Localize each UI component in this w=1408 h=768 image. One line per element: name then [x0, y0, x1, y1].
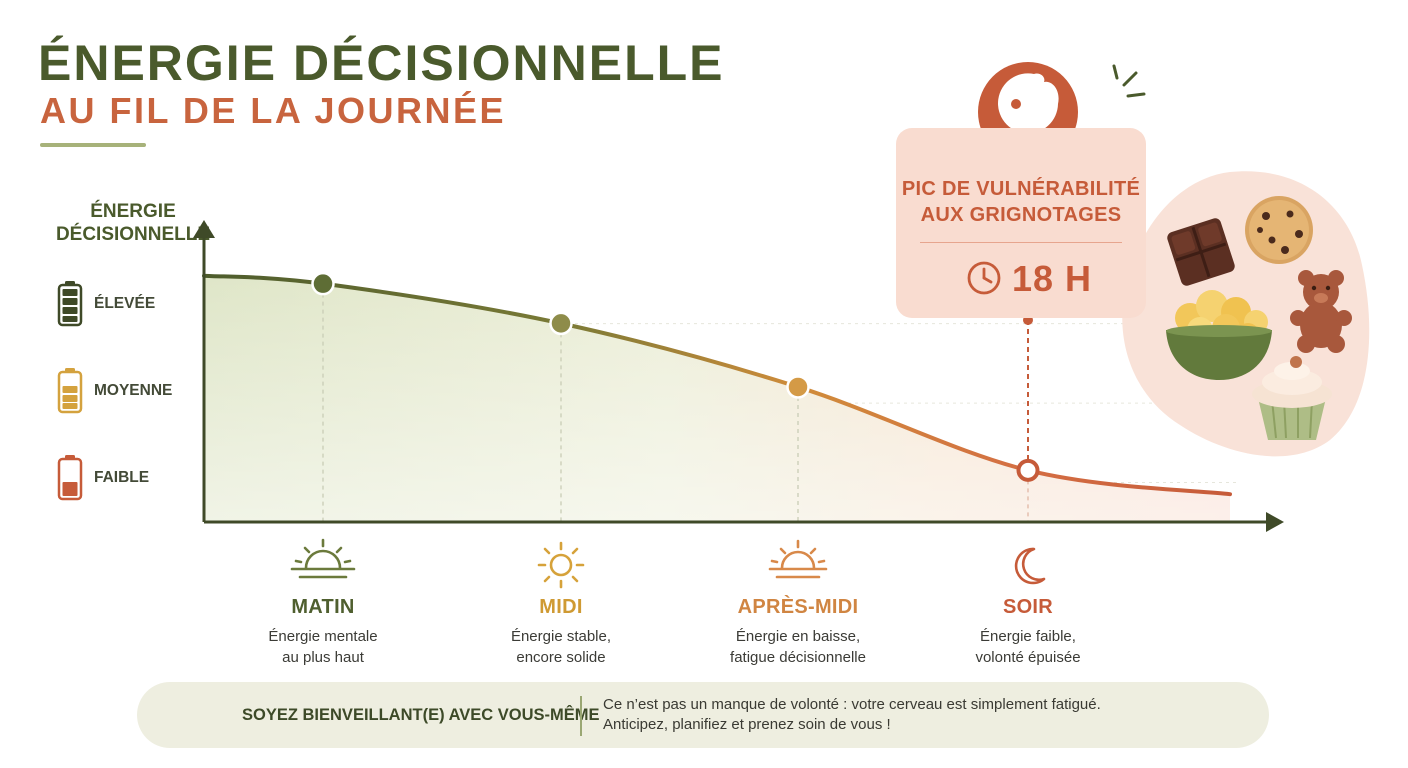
data-point-midi: [549, 311, 573, 336]
footer-title: SOYEZ BIENVEILLANT(E) AVEC VOUS-MÊME: [242, 706, 600, 724]
period-name: SOIR: [1002, 596, 1054, 618]
data-point-soir: [1016, 458, 1040, 482]
period-description: Énergie stable, encore solide: [451, 626, 671, 668]
x-axis: [204, 512, 1284, 532]
period-soir: SOIR Énergie faible, volonté épuisée: [918, 596, 1138, 668]
y-axis-title-line1: ÉNERGIE: [90, 201, 176, 222]
period-description: Énergie en baisse, fatigue décisionnelle: [688, 626, 908, 668]
footer-separator: [580, 696, 582, 736]
battery-low-icon: [57, 455, 83, 501]
footer-text-line1: Ce n’est pas un manque de volonté : votr…: [603, 696, 1101, 713]
level-label-high: ÉLEVÉE: [94, 295, 156, 312]
data-point-après-midi: [786, 375, 810, 399]
battery-full-icon: [57, 281, 83, 327]
chocolate-icon: [1167, 218, 1235, 286]
drop-lines: [322, 293, 1029, 522]
period-name: MATIN: [291, 596, 355, 618]
period-description-line1: Énergie stable,: [510, 628, 612, 645]
cookie-icon: [1245, 196, 1313, 264]
footer-banner: SOYEZ BIENVEILLANT(E) AVEC VOUS-MÊME Ce …: [137, 682, 1269, 748]
clock-icon: [967, 261, 1001, 295]
period-description-line2: encore solide: [516, 649, 606, 666]
footer-text-line2: Anticipez, planifiez et prenez soin de v…: [603, 716, 891, 733]
period-description-line1: Énergie mentale: [268, 628, 378, 645]
callout-time: 18 H: [1012, 258, 1093, 299]
period-matin: MATIN Énergie mentale au plus haut: [213, 596, 433, 668]
energy-area-fade: [204, 275, 1230, 522]
y-axis: [193, 220, 215, 522]
data-point-matin: [311, 271, 335, 296]
period-midi: MIDI Énergie stable, encore solide: [451, 596, 671, 668]
period-description-line2: fatigue décisionnelle: [730, 649, 866, 666]
teddy-bear-candy-icon: [1290, 270, 1352, 353]
cupcake-icon: [1252, 356, 1332, 440]
period-description-line1: Énergie en baisse,: [735, 628, 861, 645]
title-underline: [40, 143, 146, 147]
alert-dashes-icon: [1112, 64, 1146, 98]
sunset-icon: [768, 539, 828, 579]
callout-connector: [1023, 315, 1033, 468]
period-description: Énergie mentale au plus haut: [213, 626, 433, 668]
y-axis-title-line2: DÉCISIONNELLE: [55, 224, 211, 245]
period-apres-midi: APRÈS-MIDI Énergie en baisse, fatigue dé…: [688, 596, 908, 668]
popcorn-bowl-icon: [1166, 290, 1272, 380]
battery-medium-icon: [57, 368, 83, 414]
period-description: Énergie faible, volonté épuisée: [918, 626, 1138, 668]
level-label-low: FAIBLE: [94, 469, 150, 486]
callout-title: PIC DE VULNÉRABILITÉ AUX GRIGNOTAGES: [896, 176, 1146, 228]
sunrise-icon: [290, 538, 356, 579]
y-axis-title: ÉNERGIE DÉCISIONNELLE: [38, 200, 228, 246]
footer-text: Ce n’est pas un manque de volonté : votr…: [603, 695, 1101, 735]
callout-title-line1: PIC DE VULNÉRABILITÉ: [901, 178, 1141, 200]
period-description-line2: au plus haut: [282, 649, 364, 666]
sun-icon: [537, 541, 585, 589]
vulnerability-callout: PIC DE VULNÉRABILITÉ AUX GRIGNOTAGES 18 …: [896, 128, 1146, 318]
level-label-medium: MOYENNE: [94, 382, 173, 399]
callout-title-line2: AUX GRIGNOTAGES: [920, 204, 1122, 226]
page-title: ÉNERGIE DÉCISIONNELLE: [38, 35, 725, 91]
callout-divider: [920, 242, 1122, 243]
period-description-line1: Énergie faible,: [980, 628, 1076, 645]
period-description-line2: volonté épuisée: [975, 649, 1081, 666]
period-name: APRÈS-MIDI: [737, 596, 859, 618]
moon-icon: [1014, 547, 1046, 585]
period-name: MIDI: [539, 596, 583, 618]
data-points: [311, 271, 1040, 482]
page-subtitle: AU FIL DE LA JOURNÉE: [40, 90, 507, 131]
